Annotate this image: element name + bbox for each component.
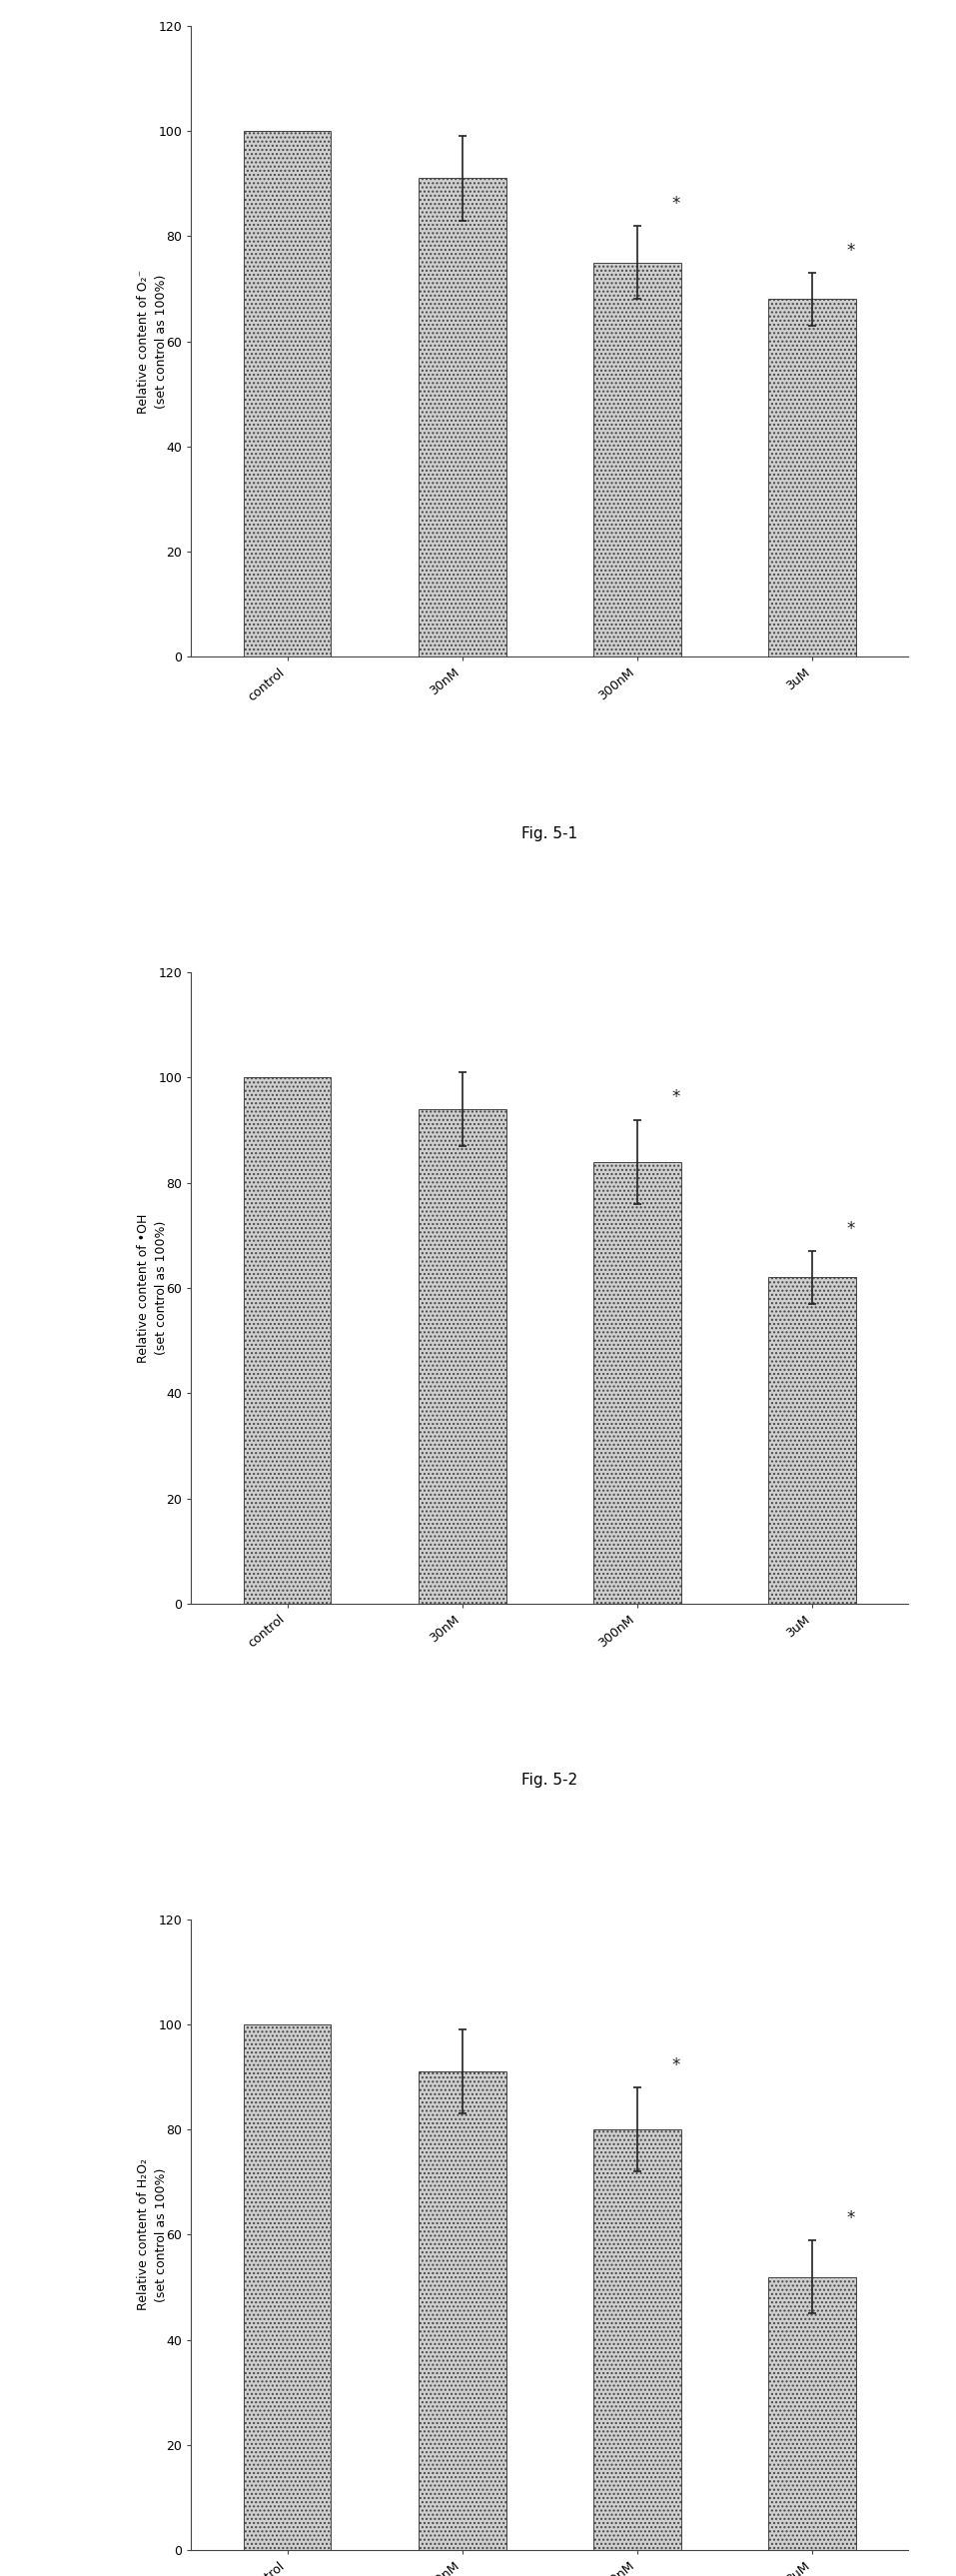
Text: Fig. 5-1: Fig. 5-1: [522, 827, 577, 842]
Bar: [594, 263, 681, 657]
Bar: [594, 2130, 681, 2550]
Bar: [769, 2277, 856, 2550]
Text: *: *: [671, 193, 680, 211]
Bar: [594, 1162, 681, 1602]
Bar: [244, 2025, 331, 2550]
Text: *: *: [846, 242, 855, 260]
Text: *: *: [671, 1090, 680, 1108]
Bar: [769, 1278, 856, 1602]
Text: *: *: [846, 1221, 855, 1239]
Y-axis label: Relative content of H₂O₂
(set control as 100%): Relative content of H₂O₂ (set control as…: [138, 2159, 168, 2311]
Bar: [244, 131, 331, 657]
Text: Fig. 5-2: Fig. 5-2: [522, 1772, 577, 1788]
Bar: [244, 1077, 331, 1602]
Bar: [769, 299, 856, 657]
Y-axis label: Relative content of O₂⁻
(set control as 100%): Relative content of O₂⁻ (set control as …: [138, 270, 168, 412]
Text: *: *: [671, 2056, 680, 2074]
Bar: [419, 1110, 506, 1602]
Y-axis label: Relative content of •OH
(set control as 100%): Relative content of •OH (set control as …: [138, 1213, 168, 1363]
Bar: [419, 2071, 506, 2550]
Text: *: *: [846, 2208, 855, 2226]
Bar: [419, 178, 506, 657]
